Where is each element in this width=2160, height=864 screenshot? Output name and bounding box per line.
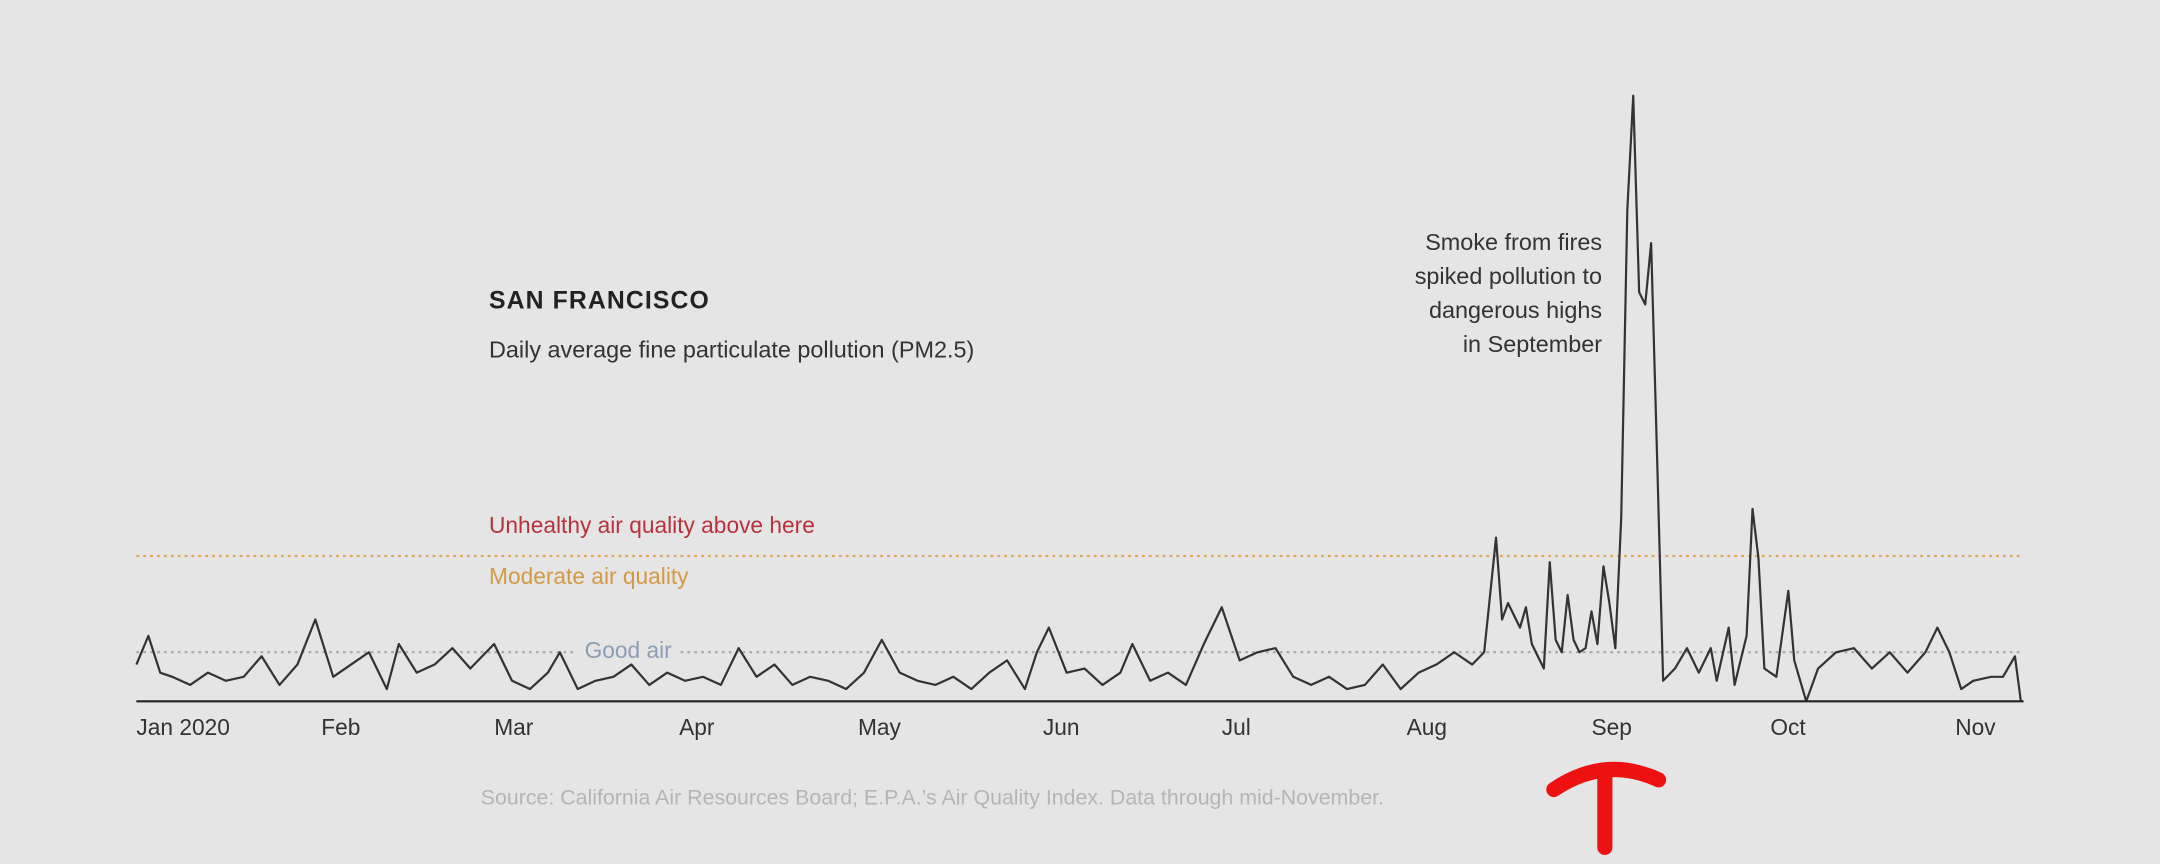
x-tick-label: Jun bbox=[1043, 714, 1080, 740]
x-tick-label: Oct bbox=[1770, 714, 1806, 740]
source-note: Source: California Air Resources Board; … bbox=[481, 786, 1384, 810]
x-tick-label: Feb bbox=[321, 714, 360, 740]
x-tick-label: Apr bbox=[679, 714, 715, 740]
threshold-label: Good air bbox=[585, 637, 673, 663]
x-tick-label: Aug bbox=[1407, 714, 1447, 740]
x-tick-label: Nov bbox=[1955, 714, 1996, 740]
x-tick-label: Jul bbox=[1222, 714, 1251, 740]
x-tick-label: Jan 2020 bbox=[136, 714, 229, 740]
threshold-label-below: Moderate air quality bbox=[489, 563, 689, 589]
annotation-line: Smoke from fires bbox=[1425, 229, 1602, 255]
x-tick-label: Mar bbox=[494, 714, 534, 740]
data-line bbox=[135, 94, 2022, 703]
x-tick-label: Sep bbox=[1591, 714, 1631, 740]
annotation-line: dangerous highs bbox=[1429, 297, 1602, 323]
annotation-line: in September bbox=[1463, 331, 1602, 357]
x-tick-label: May bbox=[858, 714, 902, 740]
arrow-head bbox=[1546, 761, 1667, 798]
chart-subtitle: Daily average fine particulate pollution… bbox=[489, 337, 974, 363]
threshold-label-above: Unhealthy air quality above here bbox=[489, 512, 815, 538]
threshold-label-bg bbox=[575, 638, 681, 666]
red-arrow bbox=[1546, 761, 1667, 855]
chart-title: SAN FRANCISCO bbox=[489, 287, 710, 314]
annotation-line: spiked pollution to bbox=[1415, 263, 1602, 289]
